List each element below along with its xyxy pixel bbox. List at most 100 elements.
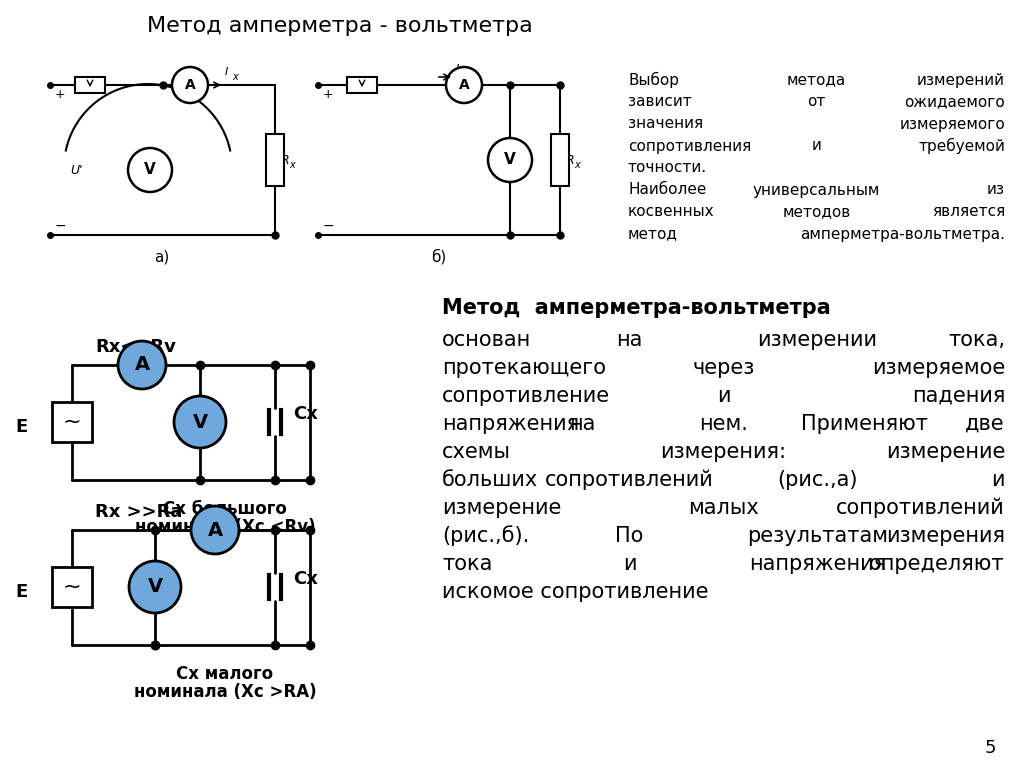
Circle shape [128, 148, 172, 192]
Text: R: R [281, 153, 290, 166]
Text: V: V [504, 153, 516, 167]
Text: измерении: измерении [758, 330, 878, 350]
Text: x: x [524, 160, 529, 170]
Text: номинала (Xc >RА): номинала (Xc >RА) [134, 683, 316, 701]
Text: Метод амперметра - вольтметра: Метод амперметра - вольтметра [147, 16, 532, 36]
Text: метода: метода [786, 73, 846, 87]
Text: и: и [812, 139, 821, 153]
Text: Выбор: Выбор [628, 72, 679, 88]
Text: тока,: тока, [948, 330, 1005, 350]
Text: Метод  амперметра-вольтметра: Метод амперметра-вольтметра [442, 298, 830, 318]
Text: сопротивлений: сопротивлений [837, 498, 1005, 518]
Text: методов: методов [782, 205, 851, 219]
Text: Cx: Cx [293, 405, 317, 423]
Text: +: + [323, 87, 334, 100]
Text: I: I [225, 67, 228, 77]
Text: измерение: измерение [442, 498, 561, 518]
Text: Применяют: Применяют [801, 414, 928, 434]
Text: напряжения: напряжения [749, 554, 886, 574]
Text: измерения:: измерения: [660, 442, 786, 462]
Text: А: А [208, 521, 222, 539]
Circle shape [191, 506, 239, 554]
Text: U': U' [70, 163, 83, 176]
Bar [551, 134, 569, 186]
Text: измерения: измерения [886, 526, 1005, 546]
Text: ~: ~ [62, 577, 81, 597]
Text: измерение: измерение [886, 442, 1005, 462]
Bar [52, 567, 92, 607]
Text: Rx<<Rv: Rx<<Rv [95, 338, 176, 356]
Text: Наиболее: Наиболее [628, 183, 707, 197]
Text: является: является [932, 205, 1005, 219]
Text: напряжения: напряжения [442, 414, 580, 434]
Text: x: x [574, 160, 580, 170]
Text: две: две [966, 414, 1005, 434]
Text: амперметра-вольтметра.: амперметра-вольтметра. [800, 226, 1005, 242]
Text: сопротивления: сопротивления [628, 139, 752, 153]
Text: малых: малых [688, 498, 759, 518]
Text: схемы: схемы [442, 442, 511, 462]
Text: измеряемого: измеряемого [899, 117, 1005, 131]
Text: протекающего: протекающего [442, 358, 606, 378]
Bar [266, 134, 284, 186]
Bar [52, 402, 92, 442]
Text: определяют: определяют [869, 554, 1005, 574]
Text: Cx: Cx [293, 570, 317, 588]
Text: а): а) [155, 249, 170, 265]
Text: ожидаемого: ожидаемого [904, 94, 1005, 110]
Text: U: U [515, 152, 524, 164]
Text: падения: падения [911, 386, 1005, 406]
Text: сопротивлений: сопротивлений [546, 469, 714, 490]
Text: и: и [623, 554, 637, 574]
Text: зависит: зависит [628, 94, 692, 110]
Text: тока: тока [442, 554, 493, 574]
Text: R: R [566, 153, 574, 166]
Text: на: на [569, 414, 596, 434]
Text: ~: ~ [62, 412, 81, 432]
Text: через: через [692, 358, 755, 378]
Text: измерений: измерений [918, 73, 1005, 87]
Text: из: из [987, 183, 1005, 197]
Text: номинала (Xc <Rv): номинала (Xc <Rv) [135, 518, 315, 536]
Text: на: на [616, 330, 643, 350]
Bar [75, 77, 105, 93]
Text: Cx большого: Cx большого [163, 500, 287, 518]
Bar [347, 77, 377, 93]
Text: б): б) [431, 249, 446, 265]
Text: V: V [193, 413, 208, 432]
Text: универсальным: универсальным [753, 183, 881, 197]
Text: и: и [991, 470, 1005, 490]
Text: −: − [55, 219, 67, 233]
Text: (рис.,б).: (рис.,б). [442, 525, 529, 546]
Text: нем.: нем. [699, 414, 748, 434]
Circle shape [446, 67, 482, 103]
Text: значения: значения [628, 117, 703, 131]
Text: измеряемое: измеряемое [871, 358, 1005, 378]
Circle shape [174, 396, 226, 448]
Text: искомое сопротивление: искомое сопротивление [442, 582, 709, 602]
Text: A: A [459, 78, 469, 92]
Text: от: от [807, 94, 825, 110]
Circle shape [129, 561, 181, 613]
Text: −: − [323, 219, 335, 233]
Text: основан: основан [442, 330, 531, 350]
Text: точности.: точности. [628, 160, 708, 176]
Text: метод: метод [628, 226, 678, 242]
Text: и: и [717, 386, 730, 406]
Circle shape [488, 138, 532, 182]
Text: (рис.,а): (рис.,а) [777, 470, 857, 490]
Text: x: x [232, 72, 238, 82]
Text: результатам: результатам [746, 526, 888, 546]
Text: Rx >>Ra: Rx >>Ra [95, 503, 182, 521]
Text: 5: 5 [984, 739, 995, 757]
Text: больших: больших [442, 470, 539, 490]
Circle shape [118, 341, 166, 389]
Text: косвенных: косвенных [628, 205, 715, 219]
Text: Cx малого: Cx малого [176, 665, 273, 683]
Text: требуемой: требуемой [919, 138, 1005, 154]
Text: E: E [15, 418, 28, 436]
Text: сопротивление: сопротивление [442, 386, 610, 406]
Text: +: + [55, 87, 66, 100]
Text: А: А [134, 355, 150, 374]
Text: V: V [144, 163, 156, 177]
